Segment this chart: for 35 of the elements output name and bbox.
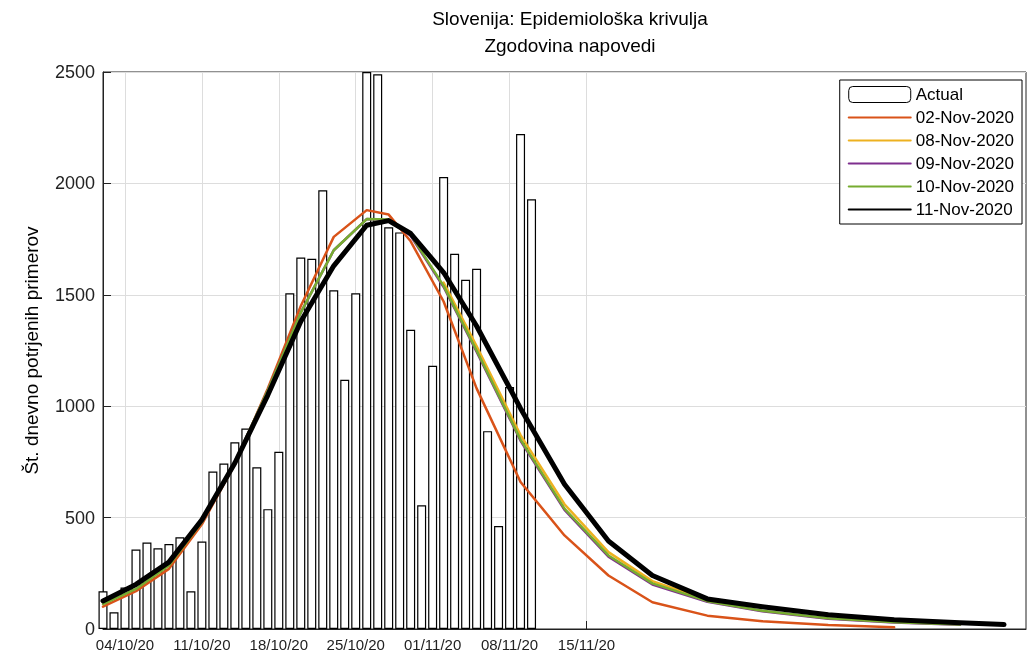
bar — [494, 526, 504, 629]
x-tick-label: 11/10/20 — [173, 636, 231, 653]
bar — [329, 290, 339, 629]
x-tick-label: 18/10/20 — [249, 636, 308, 653]
bar — [252, 467, 262, 629]
bar — [428, 365, 438, 629]
legend-label: 09-Nov-2020 — [915, 154, 1014, 173]
bar — [406, 329, 416, 629]
legend-label: 02-Nov-2020 — [915, 108, 1014, 127]
x-tick-label: 25/10/20 — [326, 636, 385, 653]
y-axis-title: Št. dnevno potrjenih primerov — [21, 225, 42, 475]
legend-label: 11-Nov-2020 — [915, 200, 1013, 219]
x-tick-label: 04/10/20 — [95, 636, 155, 653]
chart-title: Slovenija: Epidemiološka krivulja — [432, 8, 709, 29]
y-tick-label: 1000 — [54, 396, 95, 417]
bar — [186, 591, 196, 629]
bar — [263, 509, 273, 629]
y-tick-label: 500 — [64, 507, 95, 528]
y-tick-label: 0 — [84, 619, 95, 639]
y-tick-label: 2000 — [54, 173, 95, 194]
x-tick-label: 01/11/20 — [404, 636, 462, 653]
y-tick-label: 2500 — [54, 62, 95, 82]
bar — [483, 431, 493, 629]
bar — [340, 379, 350, 629]
bar — [351, 293, 361, 629]
legend-label: 08-Nov-2020 — [915, 131, 1014, 150]
legend-label: 10-Nov-2020 — [915, 177, 1014, 196]
bar — [274, 451, 284, 629]
y-tick-label: 1500 — [54, 284, 95, 305]
chart-subtitle: Zgodovina napovedi — [484, 35, 656, 56]
bar — [197, 541, 207, 629]
x-tick-label: 15/11/20 — [557, 636, 616, 653]
bar — [417, 505, 427, 629]
legend-label: Actual — [915, 85, 963, 104]
x-tick-label: 08/11/20 — [480, 636, 539, 653]
